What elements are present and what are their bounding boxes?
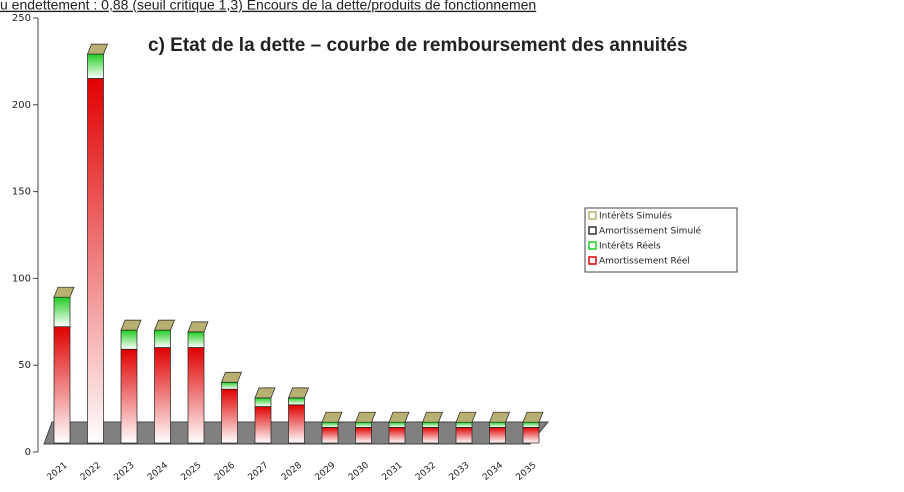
legend-swatch — [588, 256, 597, 265]
y-tick-label: 100 — [12, 273, 31, 284]
y-tick-label: 0 — [25, 447, 31, 458]
legend-swatch — [588, 241, 597, 250]
x-tick-label: 2022 — [79, 461, 103, 483]
bar-top — [120, 319, 142, 331]
x-tick-label: 2028 — [280, 460, 304, 483]
bar-segment — [87, 78, 104, 444]
legend-label: Amortissement Simulé — [599, 226, 702, 237]
legend-label: Amortissement Réel — [599, 256, 690, 267]
x-tick-label: 2024 — [146, 460, 170, 483]
bar-segment — [288, 404, 305, 444]
bar-segment — [221, 388, 238, 444]
x-tick-label: 2032 — [414, 461, 438, 483]
bar-segment — [87, 53, 104, 79]
bar-segment — [288, 397, 305, 406]
x-tick-label: 2035 — [515, 461, 539, 483]
x-tick-label: 2031 — [381, 461, 405, 483]
legend-swatch — [588, 226, 597, 235]
x-tick-label: 2025 — [180, 461, 204, 483]
chart-title: c) Etat de la dette – courbe de rembours… — [148, 35, 688, 56]
bar-segment — [53, 326, 71, 444]
bar-top — [86, 43, 109, 55]
bar-segment — [321, 421, 339, 428]
bar-segment — [489, 427, 506, 444]
bar-top — [455, 411, 477, 423]
bar-segment — [422, 421, 439, 428]
bar-segment — [53, 296, 71, 328]
x-tick-label: 2029 — [314, 460, 338, 483]
x-tick-label: 2027 — [247, 461, 271, 483]
bar-top — [388, 411, 410, 423]
bar-segment — [187, 347, 205, 444]
bar-segment — [355, 427, 372, 444]
bar-top — [287, 387, 310, 399]
bar-segment — [522, 427, 540, 444]
x-tick-label: 2026 — [213, 460, 237, 483]
bar-segment — [522, 421, 540, 428]
bar-top — [421, 411, 444, 423]
legend-box — [584, 207, 738, 273]
bar-top — [220, 371, 243, 383]
x-tick-label: 2023 — [113, 461, 137, 483]
x-tick-label: 2034 — [481, 460, 505, 483]
bar-top — [254, 387, 276, 399]
bar-segment — [254, 397, 272, 407]
y-tick-label: 150 — [12, 187, 31, 198]
bar-segment — [254, 406, 272, 444]
bar-segment — [321, 427, 339, 444]
document-text: u endettement : 0,88 (seuil critique 1,3… — [0, 0, 536, 13]
x-tick-label: 2021 — [46, 461, 70, 483]
bar-segment — [154, 329, 171, 348]
bar-segment — [221, 381, 238, 390]
bar-top — [153, 319, 176, 331]
bar-segment — [455, 421, 473, 428]
bar-segment — [187, 331, 205, 348]
x-tick-label: 2033 — [448, 461, 472, 483]
bar-segment — [120, 329, 138, 350]
bar-segment — [120, 348, 138, 444]
bar-segment — [154, 347, 171, 444]
bar-top — [321, 411, 343, 423]
bar-segment — [355, 421, 372, 428]
bar-top — [53, 286, 75, 298]
legend-swatch — [588, 211, 597, 220]
bar-top — [488, 411, 511, 423]
bar-segment — [422, 427, 439, 444]
legend-label: Intérêts Simulés — [599, 211, 672, 222]
bar-segment — [388, 427, 406, 444]
bar-segment — [489, 421, 506, 428]
x-tick-label: 2030 — [347, 460, 371, 483]
bar-segment — [455, 427, 473, 444]
y-tick-label: 250 — [12, 13, 31, 24]
legend-label: Intérêts Réels — [599, 241, 661, 252]
y-tick-label: 50 — [18, 360, 31, 371]
y-tick-label: 200 — [12, 100, 31, 111]
bar-segment — [388, 421, 406, 428]
bar-top — [187, 321, 209, 333]
bar-top — [522, 411, 544, 423]
bar-top — [354, 411, 377, 423]
